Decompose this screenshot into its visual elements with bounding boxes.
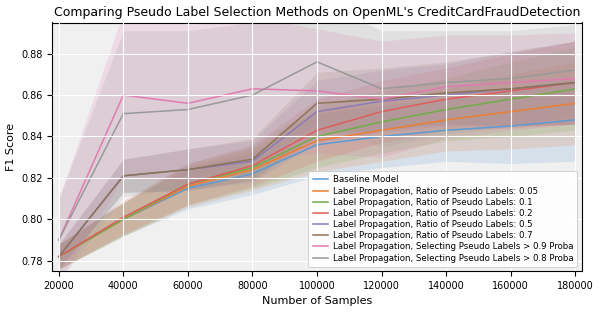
Label Propagation, Ratio of Pseudo Labels: 0.2: (1.8e+05, 0.866): 0.2: (1.8e+05, 0.866)	[572, 81, 579, 85]
Label Propagation, Ratio of Pseudo Labels: 0.05: (2e+04, 0.782): 0.05: (2e+04, 0.782)	[55, 255, 62, 259]
Label Propagation, Ratio of Pseudo Labels: 0.7: (4e+04, 0.821): 0.7: (4e+04, 0.821)	[120, 174, 127, 178]
Label Propagation, Ratio of Pseudo Labels: 0.05: (1.2e+05, 0.843): 0.05: (1.2e+05, 0.843)	[378, 128, 385, 132]
Baseline Model	[55, 255, 62, 259]
Label Propagation, Selecting Pseudo Labels > 0.8 Proba	[507, 76, 514, 80]
Label Propagation, Selecting Pseudo Labels > 0.8 Proba	[184, 108, 191, 111]
Label Propagation, Ratio of Pseudo Labels: 0.2: (4e+04, 0.801): 0.2: (4e+04, 0.801)	[120, 215, 127, 219]
Legend: Baseline Model, Label Propagation, Ratio of Pseudo Labels: 0.05, Label Propagati: Baseline Model, Label Propagation, Ratio…	[308, 171, 577, 267]
Baseline Model	[572, 118, 579, 122]
Line: Label Propagation, Ratio of Pseudo Labels: 0.2: Label Propagation, Ratio of Pseudo Label…	[59, 83, 575, 257]
Label Propagation, Ratio of Pseudo Labels: 0.5: (4e+04, 0.821): 0.5: (4e+04, 0.821)	[120, 174, 127, 178]
Label Propagation, Ratio of Pseudo Labels: 0.5: (8e+04, 0.828): 0.5: (8e+04, 0.828)	[249, 159, 256, 163]
Label Propagation, Ratio of Pseudo Labels: 0.1: (1.4e+05, 0.853): 0.1: (1.4e+05, 0.853)	[443, 108, 450, 111]
Label Propagation, Selecting Pseudo Labels > 0.8 Proba	[55, 238, 62, 242]
Label Propagation, Selecting Pseudo Labels > 0.9 Proba	[55, 238, 62, 242]
Y-axis label: F1 Score: F1 Score	[5, 123, 16, 171]
Line: Baseline Model: Baseline Model	[59, 120, 575, 257]
Label Propagation, Ratio of Pseudo Labels: 0.05: (1.6e+05, 0.852): 0.05: (1.6e+05, 0.852)	[507, 110, 514, 114]
Label Propagation, Ratio of Pseudo Labels: 0.05: (8e+04, 0.824): 0.05: (8e+04, 0.824)	[249, 168, 256, 172]
Label Propagation, Ratio of Pseudo Labels: 0.5: (1.2e+05, 0.857): 0.5: (1.2e+05, 0.857)	[378, 100, 385, 103]
Label Propagation, Ratio of Pseudo Labels: 0.2: (1e+05, 0.843): 0.2: (1e+05, 0.843)	[313, 128, 320, 132]
X-axis label: Number of Samples: Number of Samples	[262, 296, 372, 306]
Label Propagation, Selecting Pseudo Labels > 0.8 Proba	[120, 112, 127, 115]
Label Propagation, Selecting Pseudo Labels > 0.9 Proba	[378, 97, 385, 101]
Baseline Model	[507, 124, 514, 128]
Title: Comparing Pseudo Label Selection Methods on OpenML's CreditCardFraudDetection: Comparing Pseudo Label Selection Methods…	[54, 6, 580, 18]
Label Propagation, Selecting Pseudo Labels > 0.8 Proba	[313, 60, 320, 64]
Label Propagation, Ratio of Pseudo Labels: 0.2: (1.2e+05, 0.852): 0.2: (1.2e+05, 0.852)	[378, 110, 385, 114]
Label Propagation, Ratio of Pseudo Labels: 0.5: (1e+05, 0.852): 0.5: (1e+05, 0.852)	[313, 110, 320, 114]
Label Propagation, Ratio of Pseudo Labels: 0.05: (1.4e+05, 0.848): 0.05: (1.4e+05, 0.848)	[443, 118, 450, 122]
Label Propagation, Ratio of Pseudo Labels: 0.05: (4e+04, 0.8): 0.05: (4e+04, 0.8)	[120, 217, 127, 221]
Line: Label Propagation, Ratio of Pseudo Labels: 0.7: Label Propagation, Ratio of Pseudo Label…	[59, 83, 575, 257]
Label Propagation, Ratio of Pseudo Labels: 0.05: (1e+05, 0.838): 0.05: (1e+05, 0.838)	[313, 139, 320, 143]
Label Propagation, Ratio of Pseudo Labels: 0.2: (1.4e+05, 0.858): 0.2: (1.4e+05, 0.858)	[443, 97, 450, 101]
Label Propagation, Ratio of Pseudo Labels: 0.5: (6e+04, 0.824): 0.5: (6e+04, 0.824)	[184, 168, 191, 172]
Label Propagation, Ratio of Pseudo Labels: 0.05: (1.8e+05, 0.856): 0.05: (1.8e+05, 0.856)	[572, 101, 579, 105]
Line: Label Propagation, Selecting Pseudo Labels > 0.9 Proba: Label Propagation, Selecting Pseudo Labe…	[59, 78, 575, 240]
Label Propagation, Ratio of Pseudo Labels: 0.1: (1.6e+05, 0.858): 0.1: (1.6e+05, 0.858)	[507, 97, 514, 101]
Line: Label Propagation, Selecting Pseudo Labels > 0.8 Proba: Label Propagation, Selecting Pseudo Labe…	[59, 62, 575, 240]
Label Propagation, Ratio of Pseudo Labels: 0.7: (6e+04, 0.824): 0.7: (6e+04, 0.824)	[184, 168, 191, 172]
Label Propagation, Ratio of Pseudo Labels: 0.5: (1.4e+05, 0.86): 0.5: (1.4e+05, 0.86)	[443, 93, 450, 97]
Label Propagation, Selecting Pseudo Labels > 0.9 Proba	[572, 76, 579, 80]
Label Propagation, Ratio of Pseudo Labels: 0.05: (6e+04, 0.816): 0.05: (6e+04, 0.816)	[184, 184, 191, 188]
Label Propagation, Ratio of Pseudo Labels: 0.1: (8e+04, 0.825): 0.1: (8e+04, 0.825)	[249, 166, 256, 169]
Label Propagation, Selecting Pseudo Labels > 0.8 Proba	[249, 93, 256, 97]
Label Propagation, Selecting Pseudo Labels > 0.9 Proba	[120, 93, 127, 97]
Label Propagation, Ratio of Pseudo Labels: 0.2: (8e+04, 0.826): 0.2: (8e+04, 0.826)	[249, 163, 256, 167]
Line: Label Propagation, Ratio of Pseudo Labels: 0.1: Label Propagation, Ratio of Pseudo Label…	[59, 89, 575, 257]
Label Propagation, Selecting Pseudo Labels > 0.8 Proba	[378, 87, 385, 91]
Label Propagation, Selecting Pseudo Labels > 0.8 Proba	[443, 81, 450, 85]
Label Propagation, Ratio of Pseudo Labels: 0.1: (1.2e+05, 0.847): 0.1: (1.2e+05, 0.847)	[378, 120, 385, 124]
Label Propagation, Ratio of Pseudo Labels: 0.7: (1.6e+05, 0.863): 0.7: (1.6e+05, 0.863)	[507, 87, 514, 91]
Label Propagation, Ratio of Pseudo Labels: 0.1: (2e+04, 0.782): 0.1: (2e+04, 0.782)	[55, 255, 62, 259]
Line: Label Propagation, Ratio of Pseudo Labels: 0.05: Label Propagation, Ratio of Pseudo Label…	[59, 103, 575, 257]
Label Propagation, Selecting Pseudo Labels > 0.9 Proba	[443, 85, 450, 89]
Label Propagation, Ratio of Pseudo Labels: 0.2: (1.6e+05, 0.862): 0.2: (1.6e+05, 0.862)	[507, 89, 514, 93]
Label Propagation, Selecting Pseudo Labels > 0.9 Proba	[507, 81, 514, 85]
Label Propagation, Selecting Pseudo Labels > 0.9 Proba	[249, 87, 256, 91]
Label Propagation, Ratio of Pseudo Labels: 0.7: (1.4e+05, 0.861): 0.7: (1.4e+05, 0.861)	[443, 91, 450, 95]
Baseline Model	[378, 134, 385, 138]
Label Propagation, Ratio of Pseudo Labels: 0.7: (2e+04, 0.782): 0.7: (2e+04, 0.782)	[55, 255, 62, 259]
Line: Label Propagation, Ratio of Pseudo Labels: 0.5: Label Propagation, Ratio of Pseudo Label…	[59, 83, 575, 257]
Baseline Model	[120, 217, 127, 221]
Baseline Model	[184, 186, 191, 190]
Label Propagation, Ratio of Pseudo Labels: 0.7: (1.2e+05, 0.858): 0.7: (1.2e+05, 0.858)	[378, 97, 385, 101]
Label Propagation, Selecting Pseudo Labels > 0.9 Proba	[313, 89, 320, 93]
Label Propagation, Ratio of Pseudo Labels: 0.1: (1e+05, 0.84): 0.1: (1e+05, 0.84)	[313, 134, 320, 138]
Label Propagation, Selecting Pseudo Labels > 0.9 Proba	[184, 101, 191, 105]
Label Propagation, Selecting Pseudo Labels > 0.8 Proba	[572, 68, 579, 72]
Label Propagation, Ratio of Pseudo Labels: 0.5: (1.8e+05, 0.866): 0.5: (1.8e+05, 0.866)	[572, 81, 579, 85]
Baseline Model	[313, 143, 320, 147]
Label Propagation, Ratio of Pseudo Labels: 0.1: (4e+04, 0.8): 0.1: (4e+04, 0.8)	[120, 217, 127, 221]
Label Propagation, Ratio of Pseudo Labels: 0.7: (8e+04, 0.829): 0.7: (8e+04, 0.829)	[249, 157, 256, 161]
Label Propagation, Ratio of Pseudo Labels: 0.5: (2e+04, 0.782): 0.5: (2e+04, 0.782)	[55, 255, 62, 259]
Label Propagation, Ratio of Pseudo Labels: 0.2: (2e+04, 0.782): 0.2: (2e+04, 0.782)	[55, 255, 62, 259]
Label Propagation, Ratio of Pseudo Labels: 0.7: (1.8e+05, 0.866): 0.7: (1.8e+05, 0.866)	[572, 81, 579, 85]
Label Propagation, Ratio of Pseudo Labels: 0.7: (1e+05, 0.856): 0.7: (1e+05, 0.856)	[313, 101, 320, 105]
Label Propagation, Ratio of Pseudo Labels: 0.1: (1.8e+05, 0.863): 0.1: (1.8e+05, 0.863)	[572, 87, 579, 91]
Label Propagation, Ratio of Pseudo Labels: 0.2: (6e+04, 0.817): 0.2: (6e+04, 0.817)	[184, 182, 191, 186]
Label Propagation, Ratio of Pseudo Labels: 0.1: (6e+04, 0.817): 0.1: (6e+04, 0.817)	[184, 182, 191, 186]
Baseline Model	[249, 172, 256, 176]
Baseline Model	[443, 128, 450, 132]
Label Propagation, Ratio of Pseudo Labels: 0.5: (1.6e+05, 0.863): 0.5: (1.6e+05, 0.863)	[507, 87, 514, 91]
